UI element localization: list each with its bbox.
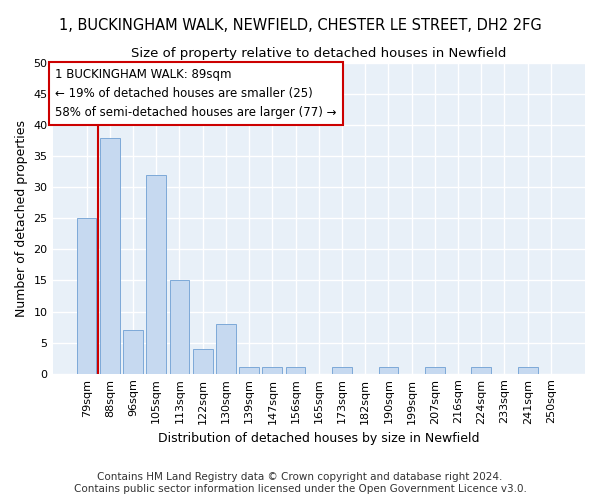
Bar — [100, 138, 119, 374]
Y-axis label: Number of detached properties: Number of detached properties — [15, 120, 28, 317]
Text: 1, BUCKINGHAM WALK, NEWFIELD, CHESTER LE STREET, DH2 2FG: 1, BUCKINGHAM WALK, NEWFIELD, CHESTER LE… — [59, 18, 541, 32]
Text: Contains HM Land Registry data © Crown copyright and database right 2024.
Contai: Contains HM Land Registry data © Crown c… — [74, 472, 526, 494]
Bar — [146, 175, 166, 374]
Bar — [425, 368, 445, 374]
Bar — [123, 330, 143, 374]
Bar — [216, 324, 236, 374]
Bar — [170, 280, 190, 374]
X-axis label: Distribution of detached houses by size in Newfield: Distribution of detached houses by size … — [158, 432, 479, 445]
Bar — [262, 368, 282, 374]
Text: 1 BUCKINGHAM WALK: 89sqm
← 19% of detached houses are smaller (25)
58% of semi-d: 1 BUCKINGHAM WALK: 89sqm ← 19% of detach… — [55, 68, 337, 118]
Title: Size of property relative to detached houses in Newfield: Size of property relative to detached ho… — [131, 48, 506, 60]
Bar — [518, 368, 538, 374]
Bar — [472, 368, 491, 374]
Bar — [286, 368, 305, 374]
Bar — [77, 218, 97, 374]
Bar — [379, 368, 398, 374]
Bar — [332, 368, 352, 374]
Bar — [193, 349, 212, 374]
Bar — [239, 368, 259, 374]
